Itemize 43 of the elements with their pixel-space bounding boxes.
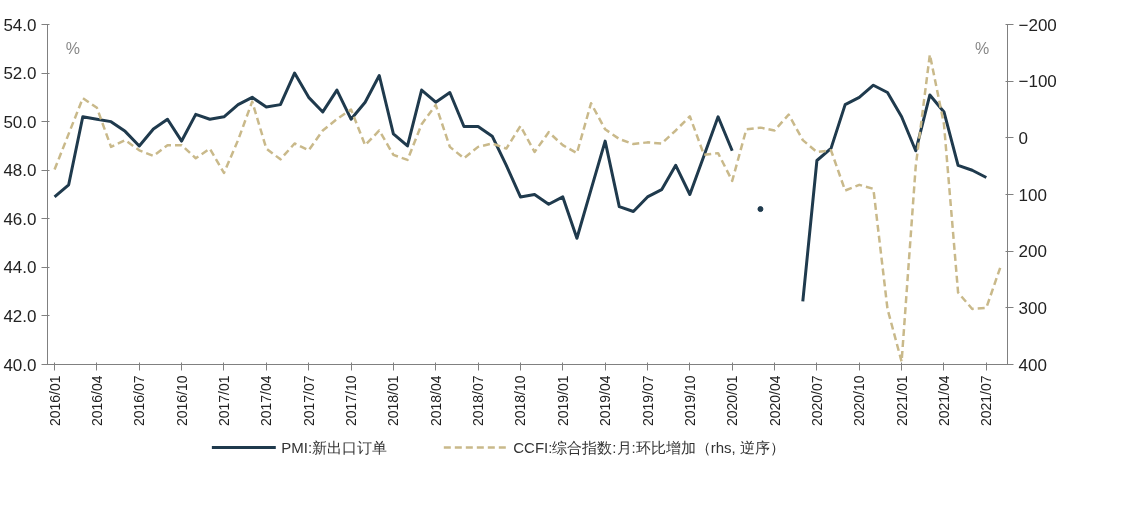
y-tick-label: 48.0: [3, 161, 37, 181]
legend-label: CCFI:综合指数:月:环比增加（rhs, 逆序）: [513, 439, 785, 456]
y2-tick-label: 400: [1018, 355, 1047, 375]
y2-tick-label: 200: [1018, 242, 1047, 262]
x-tick-label: 2019/07: [639, 375, 656, 427]
x-tick-label: 2016/10: [173, 375, 190, 427]
x-tick-label: 2020/01: [724, 375, 741, 427]
y2-tick-label: 100: [1018, 185, 1047, 205]
x-tick-label: 2019/10: [681, 375, 698, 427]
annotation: %: [65, 39, 81, 57]
line-series: [53, 53, 1002, 363]
y-tick-label: 52.0: [3, 64, 37, 84]
x-tick-label: 2016/04: [88, 375, 105, 427]
y2-tick-label: 300: [1018, 298, 1047, 318]
y-tick-label: 42.0: [3, 306, 37, 326]
x-tick-label: 2018/10: [512, 375, 529, 427]
y-tick-label: 40.0: [3, 355, 37, 375]
x-tick-label: 2020/04: [766, 375, 783, 427]
legend-label: PMI:新出口订单: [281, 439, 388, 456]
x-tick-label: 2021/01: [893, 375, 910, 427]
x-tick-label: 2019/04: [597, 375, 614, 427]
x-tick-label: 2020/10: [851, 375, 868, 427]
y2-tick-label: −200: [1018, 15, 1057, 35]
x-tick-label: 2021/04: [935, 375, 952, 427]
y-tick-label: 54.0: [3, 15, 37, 35]
annotation: %: [974, 39, 990, 57]
y-tick-label: 50.0: [3, 112, 37, 132]
x-tick-label: 2017/10: [343, 375, 360, 427]
y2-tick-label: −100: [1018, 72, 1057, 92]
x-tick-label: 2021/07: [978, 375, 995, 427]
x-tick-label: 2017/04: [258, 375, 275, 427]
x-tick-label: 2017/07: [300, 375, 317, 427]
y-tick-label: 44.0: [3, 258, 37, 278]
y-tick-label: 46.0: [3, 209, 37, 229]
x-tick-label: 2020/07: [808, 375, 825, 427]
y2-tick-label: 0: [1018, 128, 1028, 148]
x-tick-label: 2018/07: [470, 375, 487, 427]
x-tick-label: 2018/01: [385, 375, 402, 427]
x-tick-label: 2018/04: [427, 375, 444, 427]
x-tick-label: 2017/01: [215, 375, 232, 427]
x-tick-label: 2019/01: [554, 375, 571, 427]
x-tick-label: 2016/07: [131, 375, 148, 427]
x-tick-label: 2016/01: [46, 375, 63, 427]
